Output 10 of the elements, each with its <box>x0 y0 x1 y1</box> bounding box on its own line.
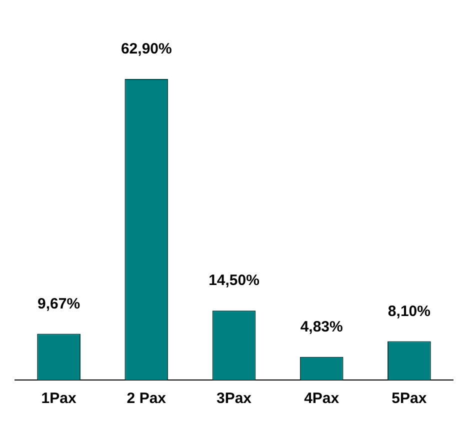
x-tick-label: 2 Pax <box>126 390 167 408</box>
data-label: 14,50% <box>208 272 260 290</box>
data-label: 9,67% <box>38 295 80 312</box>
x-tick-label: 5Pax <box>392 390 428 408</box>
data-label: 4,83% <box>300 318 343 336</box>
x-tick-label: 4Pax <box>304 390 340 408</box>
x-tick-label: 3Pax <box>216 390 252 408</box>
data-label: 62,90% <box>120 40 172 58</box>
x-tick-label: 1Pax <box>41 390 77 408</box>
data-label: 8,10% <box>388 302 430 320</box>
